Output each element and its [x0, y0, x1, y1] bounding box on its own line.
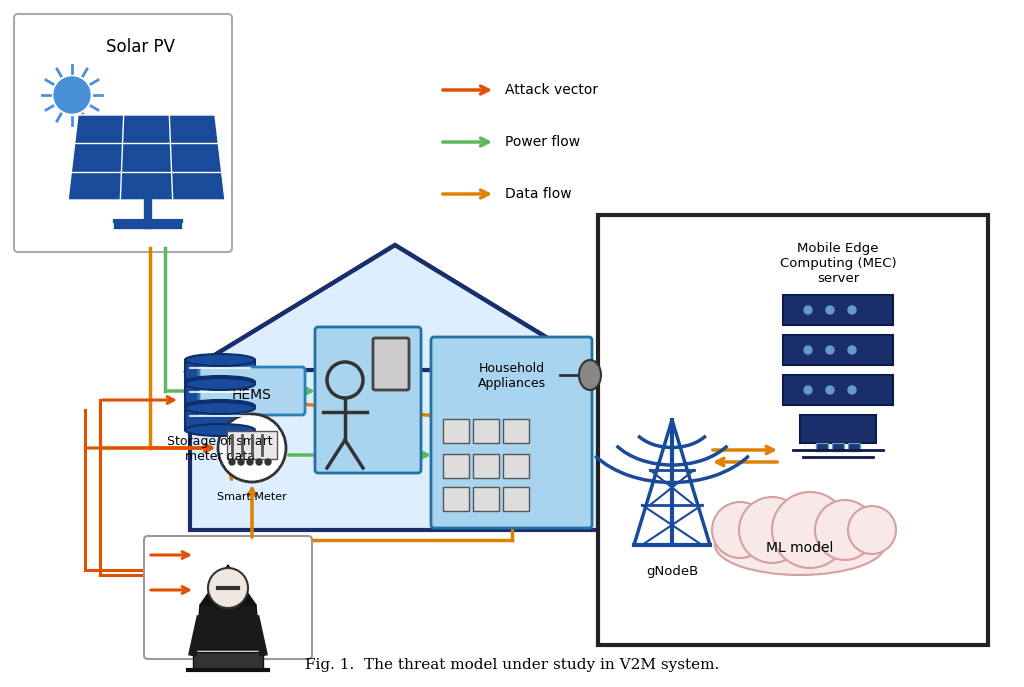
Ellipse shape	[185, 376, 255, 388]
FancyBboxPatch shape	[473, 419, 499, 443]
FancyBboxPatch shape	[443, 454, 469, 478]
FancyBboxPatch shape	[503, 419, 529, 443]
FancyBboxPatch shape	[443, 487, 469, 511]
Polygon shape	[190, 370, 600, 530]
FancyBboxPatch shape	[14, 14, 232, 252]
FancyBboxPatch shape	[503, 487, 529, 511]
Circle shape	[229, 459, 234, 465]
Circle shape	[804, 306, 812, 314]
Ellipse shape	[715, 515, 885, 575]
Circle shape	[826, 346, 834, 354]
Text: Power flow: Power flow	[505, 135, 581, 149]
FancyBboxPatch shape	[473, 454, 499, 478]
FancyBboxPatch shape	[144, 536, 312, 659]
Ellipse shape	[185, 354, 255, 366]
Circle shape	[848, 386, 856, 394]
Text: Smart Meter: Smart Meter	[217, 492, 287, 502]
FancyBboxPatch shape	[473, 487, 499, 511]
Polygon shape	[190, 245, 600, 370]
FancyBboxPatch shape	[783, 335, 893, 365]
FancyBboxPatch shape	[443, 419, 469, 443]
Text: Solar PV: Solar PV	[105, 38, 174, 56]
Text: HEMS: HEMS	[232, 388, 272, 402]
Circle shape	[238, 459, 244, 465]
Text: Data flow: Data flow	[505, 187, 571, 201]
Text: Fig. 1.  The threat model under study in V2M system.: Fig. 1. The threat model under study in …	[305, 658, 719, 672]
Polygon shape	[185, 360, 255, 382]
Circle shape	[826, 306, 834, 314]
FancyBboxPatch shape	[373, 338, 409, 390]
Circle shape	[218, 414, 286, 482]
Circle shape	[772, 492, 848, 568]
Text: Mobile Edge
Computing (MEC)
server: Mobile Edge Computing (MEC) server	[779, 242, 896, 285]
Polygon shape	[68, 115, 225, 200]
FancyBboxPatch shape	[800, 415, 876, 443]
FancyBboxPatch shape	[503, 454, 529, 478]
FancyBboxPatch shape	[227, 431, 278, 459]
Circle shape	[826, 386, 834, 394]
FancyBboxPatch shape	[831, 443, 844, 451]
Circle shape	[848, 306, 856, 314]
Text: Household
Appliances: Household Appliances	[478, 362, 546, 390]
Circle shape	[54, 77, 90, 113]
FancyBboxPatch shape	[848, 443, 860, 451]
FancyBboxPatch shape	[783, 375, 893, 405]
Ellipse shape	[185, 400, 255, 412]
Circle shape	[265, 459, 271, 465]
Polygon shape	[185, 384, 255, 406]
Circle shape	[848, 346, 856, 354]
Polygon shape	[185, 408, 255, 430]
FancyBboxPatch shape	[199, 367, 305, 415]
FancyBboxPatch shape	[315, 327, 421, 473]
Text: Attack vector: Attack vector	[505, 83, 598, 97]
Circle shape	[848, 506, 896, 554]
Ellipse shape	[185, 402, 255, 414]
Text: gNodeB: gNodeB	[646, 565, 698, 578]
Ellipse shape	[185, 378, 255, 390]
Ellipse shape	[579, 360, 601, 390]
Text: Storage of smart
meter data: Storage of smart meter data	[167, 435, 272, 463]
FancyBboxPatch shape	[816, 443, 828, 451]
Polygon shape	[200, 565, 256, 605]
Polygon shape	[196, 605, 260, 650]
Ellipse shape	[185, 424, 255, 436]
Circle shape	[256, 459, 262, 465]
Circle shape	[247, 459, 253, 465]
Circle shape	[712, 502, 768, 558]
Circle shape	[804, 346, 812, 354]
Polygon shape	[193, 652, 263, 670]
Circle shape	[208, 568, 248, 608]
Circle shape	[815, 500, 874, 560]
FancyBboxPatch shape	[598, 215, 988, 645]
Text: ML model: ML model	[766, 541, 834, 555]
Circle shape	[739, 497, 805, 563]
Circle shape	[804, 386, 812, 394]
FancyBboxPatch shape	[783, 295, 893, 325]
FancyBboxPatch shape	[431, 337, 592, 528]
